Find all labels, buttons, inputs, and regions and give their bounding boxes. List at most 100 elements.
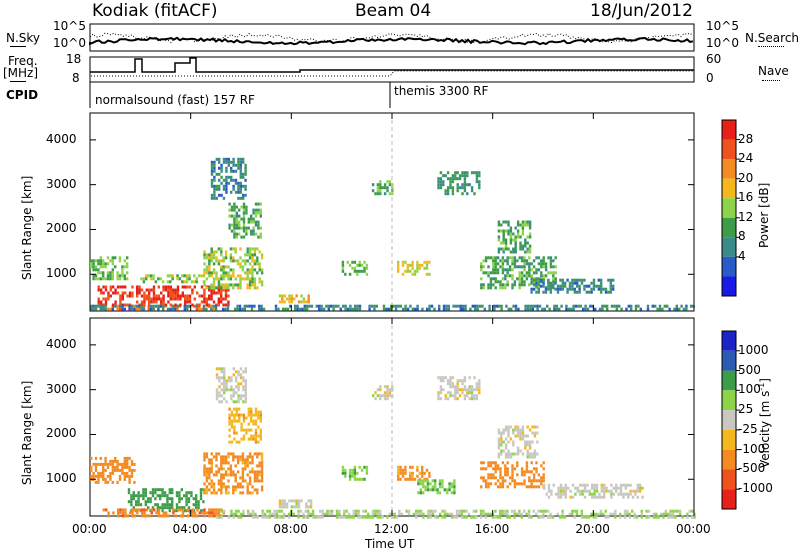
data-cell [250,434,253,438]
data-cell [210,160,214,164]
data-cell [241,268,245,272]
data-cell [119,508,122,512]
data-cell [222,184,226,188]
data-cell [223,367,226,371]
data-cell [215,376,219,380]
data-cell [497,229,501,233]
nsky-label: N.Sky [6,31,41,45]
data-cell [478,186,481,190]
data-cell [157,304,160,308]
data-cell [516,232,520,236]
data-cell [102,508,105,512]
data-cell [446,382,450,386]
data-cell [371,509,375,513]
data-cell [550,492,553,496]
data-cell [454,171,457,175]
data-cell [690,304,693,308]
data-cell [156,494,159,498]
data-cell [185,274,189,278]
data-cell [379,515,382,519]
data-cell [447,307,450,311]
data-cell [195,304,198,308]
data-cell [311,512,315,516]
data-cell [223,391,226,395]
data-cell [497,455,501,459]
data-cell [171,277,174,281]
data-cell [126,465,129,469]
data-cell [488,307,491,311]
data-cell [497,443,501,447]
data-cell [268,512,271,516]
data-cell [633,515,636,519]
data-cell [493,304,496,308]
data-cell [530,482,533,486]
data-cell [136,285,139,289]
data-cell [133,514,137,518]
data-cell [259,410,262,414]
data-cell [245,205,248,209]
data-cell [172,508,175,512]
data-cell [246,268,249,272]
data-cell [210,491,213,495]
data-cell [150,307,153,311]
data-cell [532,278,536,282]
data-cell [587,515,591,519]
data-cell [234,283,237,287]
data-cell [148,297,151,301]
data-cell [220,491,223,495]
data-cell [508,476,512,480]
data-cell [307,509,310,513]
data-cell [438,485,442,489]
data-cell [137,503,140,507]
data-cell [524,223,527,227]
data-cell [556,287,560,291]
data-cell [528,479,531,483]
data-cell [114,256,117,260]
data-cell [167,288,170,292]
data-cell [220,394,223,398]
data-cell [127,488,131,492]
data-cell [456,379,459,383]
data-cell [331,512,334,516]
data-cell [583,483,587,487]
data-cell [163,503,167,507]
data-cell [183,280,186,284]
data-cell [623,509,627,513]
data-cell [673,307,676,311]
data-cell [460,512,463,516]
data-cell [218,367,221,371]
data-cell [434,482,437,486]
data-cell [227,283,230,287]
data-cell [669,515,672,519]
data-cell [489,482,493,486]
data-cell [537,277,541,281]
data-cell [133,508,137,512]
data-cell [501,265,505,269]
data-cell [167,291,170,295]
data-cell [225,181,228,185]
data-cell [507,449,510,453]
data-cell [111,277,114,281]
data-cell [528,223,532,227]
data-cell [411,477,414,481]
data-cell [130,304,134,308]
data-cell [540,284,543,288]
data-cell [184,294,187,298]
data-cell [106,256,110,260]
data-cell [311,509,315,513]
data-cell [257,434,260,438]
data-cell [520,515,523,519]
data-cell [210,458,213,462]
data-cell [168,506,171,510]
data-cell [376,512,379,516]
data-cell [239,286,242,290]
data-cell [179,508,182,512]
data-cell [500,440,503,444]
data-cell [228,434,231,438]
data-cell [237,196,240,200]
data-cell [235,407,238,411]
data-cell [111,465,114,469]
data-cell [461,174,464,178]
data-cell [215,458,218,462]
data-cell [385,307,388,311]
